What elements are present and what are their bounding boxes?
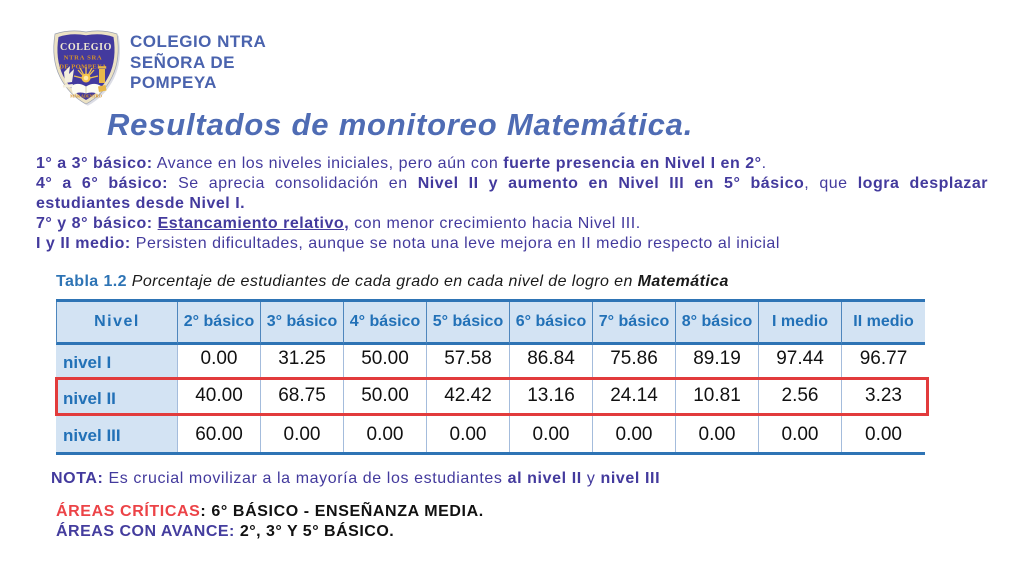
svg-text:MAR ADENTRO: MAR ADENTRO — [70, 94, 102, 99]
svg-text:DE POMPEYA: DE POMPEYA — [59, 64, 107, 71]
svg-text:NTRA SRA: NTRA SRA — [64, 55, 103, 62]
svg-text:COLEGIO: COLEGIO — [60, 42, 112, 53]
